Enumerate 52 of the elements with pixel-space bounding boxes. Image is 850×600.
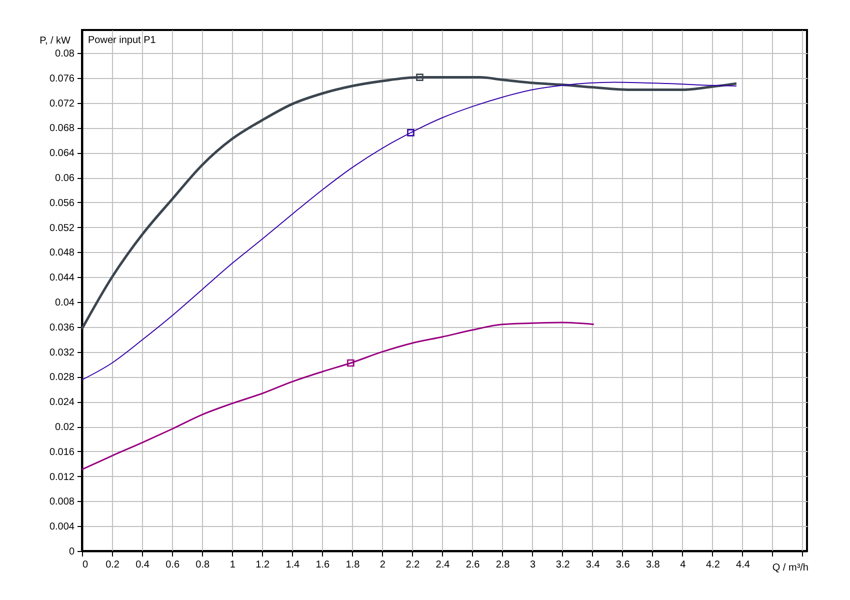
x-tick-label: 4.4	[736, 560, 750, 570]
y-tick-label: 0.076	[49, 73, 75, 84]
point	[407, 129, 414, 136]
y-tick-label: 0.032	[49, 347, 75, 358]
point	[416, 74, 424, 81]
x-tick-label: 0.2	[106, 560, 120, 570]
x-tick-label: 1.8	[346, 560, 360, 570]
y-tick-label: 0.06	[55, 173, 75, 184]
y-tick-label: 0.072	[49, 98, 75, 110]
y-tick-label: 0.068	[49, 123, 75, 134]
x-tick-label: 0.8	[196, 560, 210, 570]
x-tick-label: 3.2	[556, 560, 570, 570]
y-tick-label: 0.048	[49, 248, 75, 259]
x-tick-label: 3.4	[586, 560, 600, 570]
y-tick-label: 0.02	[55, 422, 75, 434]
line-series	[81, 322, 595, 470]
x-tick-label: 3.8	[646, 560, 660, 570]
y-tick-label: 0.044	[49, 272, 75, 284]
x-tick-label: 2.6	[466, 560, 480, 570]
x-tick-label: 1.4	[286, 560, 300, 570]
x-tick-label: 1	[230, 560, 236, 570]
y-tick-label: 0.016	[49, 446, 75, 458]
x-tick-label: 4.2	[706, 560, 720, 570]
y-tick-label: 0.08	[55, 48, 75, 60]
x-tick-label: 4	[680, 560, 686, 570]
x-tick-label: 0.4	[136, 560, 150, 570]
y-tick-label: 0.056	[49, 198, 75, 209]
point	[347, 359, 354, 367]
x-tick-label: 1.6	[316, 560, 330, 570]
x-tick-label: 2.2	[406, 560, 420, 570]
chart-title: Power input P1	[88, 35, 156, 46]
y-tick-label: 0.028	[49, 372, 75, 384]
y-tick-label: 0.012	[49, 472, 75, 483]
x-tick-label: 3.6	[616, 560, 630, 570]
y-tick-label: 0.008	[49, 496, 75, 508]
y-tick-label: 0.064	[49, 148, 75, 160]
y-tick-label: 0	[68, 546, 75, 558]
x-axis-title: Q / m³/h	[772, 562, 808, 574]
y-tick-label: 0.052	[49, 222, 75, 234]
x-tick-label: 0.6	[166, 560, 180, 570]
y-axis-title: P, / kW	[40, 36, 72, 46]
x-tick-label: 2	[380, 560, 386, 570]
y-tick-label: 0.036	[49, 322, 75, 334]
y-tick-label: 0.004	[49, 522, 75, 533]
x-tick-label: 0	[82, 560, 88, 570]
y-tick-label: 0.024	[49, 397, 75, 408]
y-tick-label: 0.04	[55, 298, 75, 309]
x-tick-label: 1.2	[256, 560, 270, 570]
x-tick-label: 2.4	[436, 560, 450, 570]
x-tick-label: 2.8	[496, 560, 510, 570]
x-tick-label: 3	[530, 560, 536, 570]
line-series	[82, 82, 737, 380]
